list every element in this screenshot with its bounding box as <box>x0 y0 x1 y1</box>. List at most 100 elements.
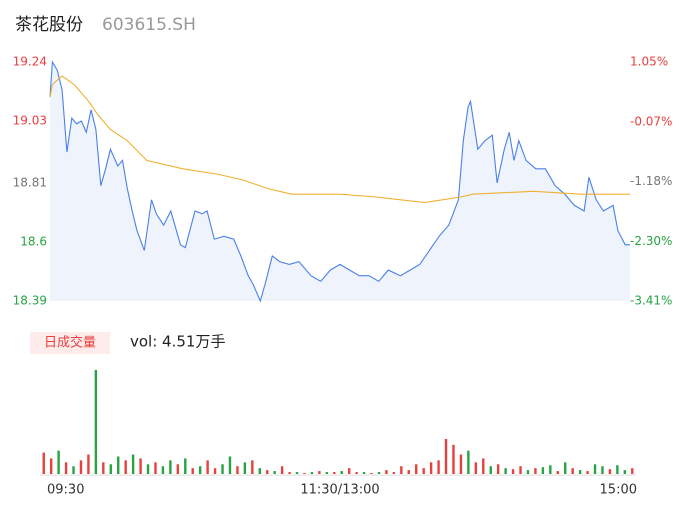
x-tick-label: 11:30/13:00 <box>300 483 379 498</box>
volume-bar <box>467 450 470 474</box>
y2-tick-label: -1.18% <box>630 174 672 188</box>
average-line <box>49 75 630 204</box>
y2-tick-label: -3.41% <box>630 294 672 308</box>
volume-bar <box>310 472 314 474</box>
volume-bar <box>601 466 604 474</box>
volume-bar <box>392 472 396 474</box>
y2-tick-label: 1.05% <box>630 55 668 69</box>
volume-legend: 日成交量 <box>44 335 96 351</box>
volume-bar <box>206 460 209 474</box>
volume-bar <box>564 462 567 474</box>
volume-bar <box>482 458 485 474</box>
volume-bar <box>236 466 239 474</box>
volume-bar <box>452 444 455 474</box>
volume-bar <box>258 468 261 474</box>
volume-summary: vol: 4.51万手 <box>130 333 225 351</box>
volume-bar <box>616 465 619 474</box>
volume-bar <box>534 468 537 474</box>
volume-bar <box>623 470 627 474</box>
volume-bar <box>474 462 478 474</box>
volume-bar <box>333 472 336 474</box>
volume-bar <box>266 470 269 474</box>
y-tick-label: 18.81 <box>13 175 47 189</box>
volume-bar <box>124 460 127 474</box>
volume-bar <box>94 369 98 474</box>
volume-bar <box>415 464 418 474</box>
volume-bar <box>325 472 329 474</box>
volume-bar <box>571 468 574 474</box>
volume-bar <box>385 470 388 474</box>
volume-bar <box>109 464 112 474</box>
volume-bar <box>154 462 157 474</box>
x-tick-label: 15:00 <box>600 483 637 498</box>
volume-bar <box>139 458 142 474</box>
volume-bar <box>429 462 433 474</box>
volume-bar <box>407 470 410 474</box>
volume-bar <box>347 468 351 474</box>
volume-bar <box>400 466 403 474</box>
y-tick-label: 18.39 <box>13 294 47 308</box>
y-tick-label: 18.6 <box>20 234 47 248</box>
volume-bar <box>496 464 500 474</box>
volume-bar <box>228 456 232 474</box>
volume-bar <box>519 466 522 474</box>
volume-bar <box>273 471 276 474</box>
volume-bar <box>213 468 217 474</box>
volume-bar <box>586 471 589 474</box>
volume-bar <box>161 466 165 474</box>
volume-bar <box>459 454 463 474</box>
volume-bar <box>504 468 507 474</box>
volume-bar <box>243 462 247 474</box>
volume-bar <box>280 466 284 474</box>
volume-bar <box>511 469 515 474</box>
volume-bar <box>608 469 612 474</box>
volume-bar <box>87 454 90 474</box>
volume-bar <box>72 466 75 474</box>
volume-bar <box>198 466 202 474</box>
volume-bar <box>176 464 180 474</box>
volume-bar <box>489 466 492 474</box>
volume-bar <box>355 472 358 474</box>
volume-bar <box>526 470 530 474</box>
y-tick-label: 19.24 <box>13 55 47 69</box>
volume-bar <box>541 467 545 474</box>
volume-bar <box>169 460 172 474</box>
stock-name: 茶花股份 <box>15 15 83 35</box>
price-area <box>50 62 630 301</box>
volume-bar <box>362 472 366 474</box>
stock-code: 603615.SH <box>102 15 196 35</box>
volume-bar <box>102 462 105 474</box>
volume-bar <box>57 450 60 474</box>
price-line <box>49 60 630 303</box>
volume-bar <box>131 454 135 474</box>
volume-bar <box>556 471 559 474</box>
volume-bar <box>79 460 83 474</box>
volume-bar <box>318 471 321 474</box>
volume-bar <box>631 468 634 474</box>
volume-bar <box>295 472 299 474</box>
volume-bar <box>64 462 68 474</box>
volume-bar <box>146 464 150 474</box>
y2-tick-label: -2.30% <box>630 234 672 248</box>
volume-bar <box>593 464 597 474</box>
volume-bar <box>221 464 224 474</box>
x-tick-label: 09:30 <box>47 483 84 498</box>
volume-legend-box <box>30 332 110 354</box>
volume-bar <box>340 471 343 474</box>
volume-bar <box>303 473 306 474</box>
volume-bar <box>288 472 291 474</box>
volume-bar <box>370 473 373 474</box>
y-tick-label: 19.03 <box>13 114 47 128</box>
volume-bar <box>49 458 53 474</box>
volume-bar <box>444 438 448 474</box>
volume-bar <box>117 456 120 474</box>
volume-bar <box>578 470 582 474</box>
volume-bar <box>42 452 45 474</box>
volume-bar <box>377 472 381 474</box>
volume-bar <box>549 465 552 474</box>
volume-bar <box>251 460 254 474</box>
volume-bar <box>191 468 194 474</box>
volume-bar <box>437 460 440 474</box>
y2-tick-label: -0.07% <box>630 115 672 129</box>
